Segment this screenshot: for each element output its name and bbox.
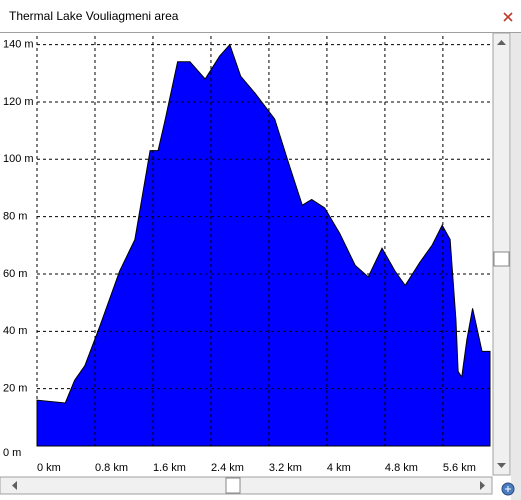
y-tick-label: 80 m [3,211,27,223]
x-tick-label: 4.8 km [385,462,418,474]
x-tick-label: 2.4 km [211,462,244,474]
corner-icon[interactable] [501,482,515,496]
title-bar [0,0,521,32]
x-tick-label: 0.8 km [95,462,128,474]
x-tick-label: 4 km [327,462,351,474]
window-title: Thermal Lake Vouliagmeni area [9,9,179,23]
y-tick-label: 60 m [3,268,27,280]
y-tick-label: 40 m [3,325,27,337]
x-tick-label: 1.6 km [153,462,186,474]
horizontal-scrollbar[interactable] [0,476,493,495]
x-tick-label: 0 km [37,462,61,474]
y-tick-label: 0 m [3,447,21,459]
y-tick-label: 100 m [3,153,34,165]
close-button[interactable] [497,6,519,28]
y-tick-label: 120 m [3,96,34,108]
x-tick-label: 5.6 km [443,462,476,474]
y-tick-label: 140 m [3,39,34,51]
vertical-scrollbar[interactable] [492,32,511,476]
y-tick-label: 20 m [3,383,27,395]
x-tick-label: 3.2 km [269,462,302,474]
plot: 0 m 20 m 40 m 60 m 80 m 100 m 120 m 140 m 0 km 0.… [3,36,491,474]
elevation-area [36,43,491,447]
window-edge [511,33,521,500]
